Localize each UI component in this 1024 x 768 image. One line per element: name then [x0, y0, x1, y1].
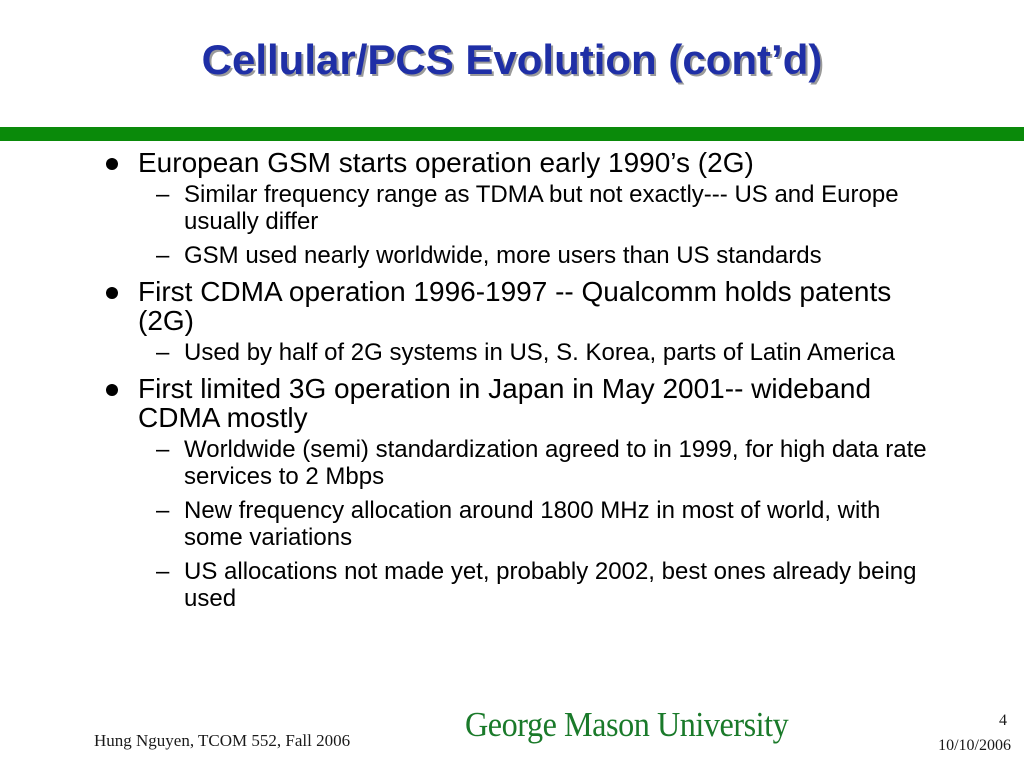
bullet-item: European GSM starts operation early 1990…: [100, 148, 930, 177]
sub-bullet-text: US allocations not made yet, probably 20…: [184, 558, 917, 612]
bullet-dot-icon: [106, 384, 118, 396]
title-divider-bar: [0, 127, 1024, 141]
sub-bullet-text: Similar frequency range as TDMA but not …: [184, 181, 899, 235]
slide-title: Cellular/PCS Evolution (cont’d): [201, 36, 823, 83]
footer-date: 10/10/2006: [938, 737, 1011, 754]
sub-bullet-text: GSM used nearly worldwide, more users th…: [184, 242, 822, 269]
dash-icon: –: [156, 242, 170, 269]
bullet-item: First limited 3G operation in Japan in M…: [100, 374, 930, 432]
dash-icon: –: [156, 497, 170, 524]
bullet-item: First CDMA operation 1996-1997 -- Qualco…: [100, 277, 930, 335]
page-number: 4: [999, 712, 1007, 729]
dash-icon: –: [156, 436, 170, 463]
sub-bullet-item: – Worldwide (semi) standardization agree…: [100, 436, 930, 490]
bullet-text: First CDMA operation 1996-1997 -- Qualco…: [138, 276, 892, 336]
university-logo: George Mason University: [465, 705, 789, 744]
sub-bullet-item: – GSM used nearly worldwide, more users …: [100, 242, 930, 269]
sub-bullet-list: – Similar frequency range as TDMA but no…: [100, 181, 930, 269]
sub-bullet-list: – Used by half of 2G systems in US, S. K…: [100, 339, 930, 366]
sub-bullet-text: Worldwide (semi) standardization agreed …: [184, 436, 927, 490]
bullet-dot-icon: [106, 287, 118, 299]
sub-bullet-text: New frequency allocation around 1800 MHz…: [184, 497, 881, 551]
dash-icon: –: [156, 181, 170, 208]
footer-author: Hung Nguyen, TCOM 552, Fall 2006: [94, 731, 351, 750]
slide-content: European GSM starts operation early 1990…: [100, 148, 930, 620]
dash-icon: –: [156, 339, 170, 366]
sub-bullet-item: – New frequency allocation around 1800 M…: [100, 497, 930, 551]
sub-bullet-list: – Worldwide (semi) standardization agree…: [100, 436, 930, 612]
sub-bullet-item: – Used by half of 2G systems in US, S. K…: [100, 339, 930, 366]
bullet-text: European GSM starts operation early 1990…: [138, 147, 754, 178]
bullet-text: First limited 3G operation in Japan in M…: [138, 373, 872, 433]
bullet-dot-icon: [106, 158, 118, 170]
sub-bullet-item: – Similar frequency range as TDMA but no…: [100, 181, 930, 235]
sub-bullet-text: Used by half of 2G systems in US, S. Kor…: [184, 339, 895, 366]
sub-bullet-item: – US allocations not made yet, probably …: [100, 558, 930, 612]
dash-icon: –: [156, 558, 170, 585]
